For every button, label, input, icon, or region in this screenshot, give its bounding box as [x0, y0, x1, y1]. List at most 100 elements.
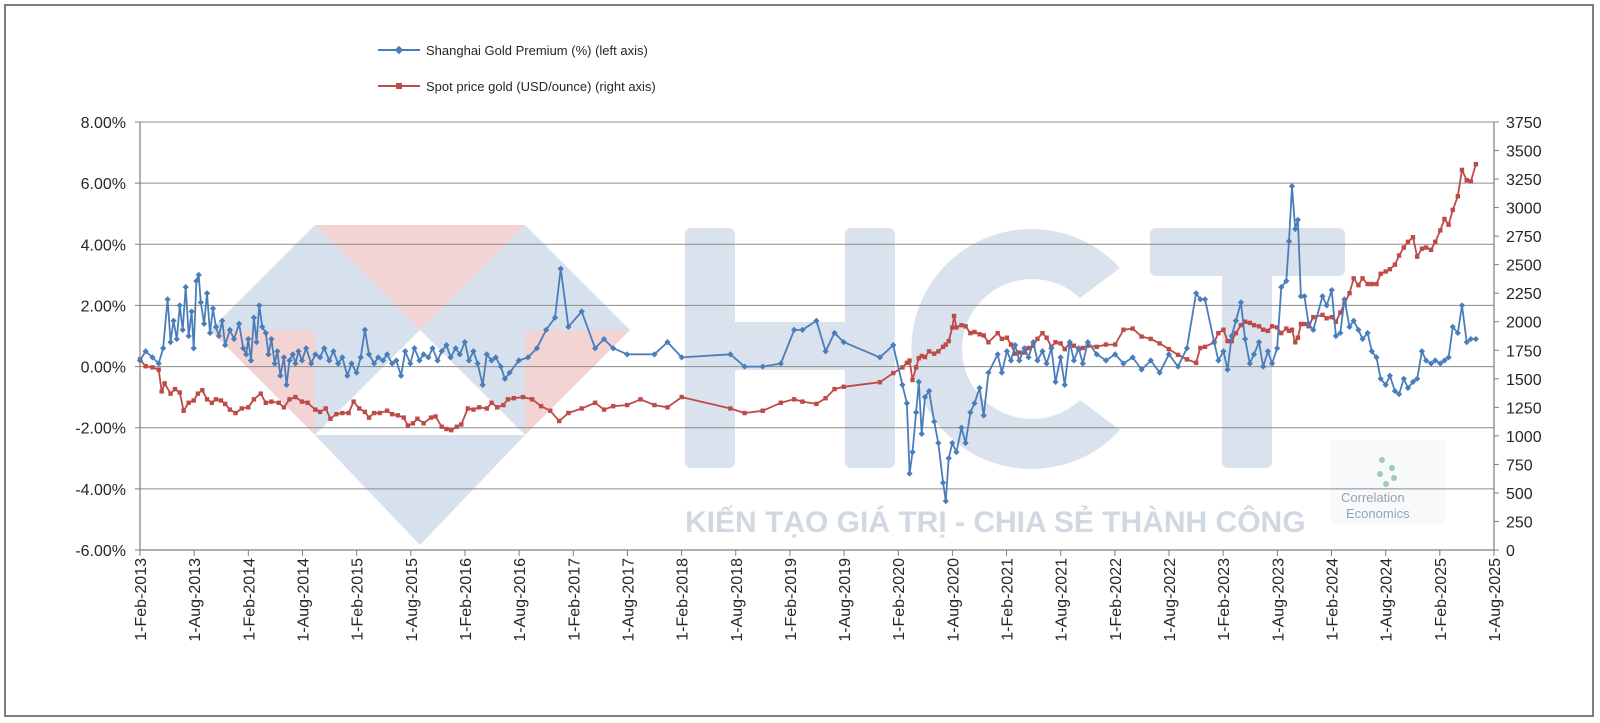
premium-point — [1377, 375, 1384, 382]
premium-point — [1138, 366, 1145, 373]
premium-point — [822, 348, 829, 355]
premium-point — [308, 360, 315, 367]
gridlines — [140, 121, 1494, 490]
premium-point — [1034, 357, 1041, 364]
x-tick-label: 1-Feb-2014 — [241, 558, 258, 641]
premium-point — [185, 332, 192, 340]
premium-point — [1432, 357, 1439, 364]
gold-point — [317, 409, 323, 415]
right-tick-label: 0 — [1506, 543, 1515, 560]
premium-point — [447, 354, 454, 361]
gold-point — [1438, 228, 1443, 233]
gold-point — [1396, 253, 1402, 258]
x-tick-label: 1-Aug-2020 — [945, 558, 962, 642]
premium-point — [1323, 302, 1330, 309]
gold-point — [778, 400, 784, 405]
gold-point — [760, 408, 765, 413]
premium-point — [1355, 326, 1362, 333]
gold-point — [832, 386, 837, 392]
premium-point — [1297, 293, 1304, 300]
x-tick-label: 1-Feb-2022 — [1108, 558, 1125, 641]
x-tick-label: 1-Aug-2015 — [404, 558, 421, 642]
x-tick-label: 1-Feb-2020 — [891, 558, 908, 641]
premium-point — [1224, 366, 1231, 373]
x-tick-label: 1-Aug-2019 — [837, 558, 854, 642]
gold-point — [959, 322, 964, 328]
premium-point — [1220, 348, 1227, 355]
premium-point — [286, 357, 293, 364]
premium-point — [1237, 299, 1245, 306]
premium-point — [1250, 351, 1258, 358]
gold-point — [981, 333, 986, 338]
gold-point — [1289, 327, 1295, 332]
premium-point — [1102, 357, 1110, 364]
gold-point — [1012, 351, 1018, 356]
gold-point — [1193, 360, 1199, 366]
gold-point — [1008, 342, 1014, 347]
gold-point — [1256, 324, 1262, 329]
right-tick-label: 2500 — [1506, 258, 1542, 275]
gold-point — [1351, 276, 1356, 281]
premium-point — [379, 357, 387, 364]
premium-point — [976, 384, 983, 392]
premium-point — [411, 345, 418, 352]
premium-point — [200, 320, 208, 327]
gold-point — [1333, 319, 1339, 324]
gold-point — [150, 365, 155, 370]
premium-point — [876, 354, 884, 361]
x-tick-label: 1-Aug-2013 — [187, 558, 204, 642]
premium-point — [1241, 335, 1249, 343]
gold-point — [910, 377, 915, 383]
gold-point — [1286, 328, 1292, 334]
gold-point — [276, 400, 282, 405]
premium-point — [393, 357, 400, 364]
gold-point — [401, 415, 406, 420]
gold-point — [946, 338, 951, 344]
gold-point — [922, 354, 928, 360]
premium-point — [945, 455, 952, 462]
premium-point — [1437, 360, 1444, 367]
gold-point — [410, 421, 416, 426]
premium-point — [1283, 277, 1290, 285]
x-tick-label: 1-Aug-2016 — [512, 558, 529, 642]
gold-point — [1247, 320, 1253, 326]
gold-point — [511, 396, 517, 401]
hct-watermark-logo: KIẾN TẠO GIÁ TRỊ - CHIA SẺ THÀNH CÔNG Co… — [210, 225, 1446, 545]
gold-point — [1026, 345, 1031, 351]
gold-point — [428, 415, 434, 420]
gold-point — [1365, 281, 1370, 287]
gold-point — [1320, 312, 1325, 318]
gold-point — [439, 424, 444, 429]
x-tick-label: 1-Feb-2018 — [675, 558, 692, 641]
premium-point — [1201, 296, 1209, 303]
gold-point — [357, 406, 362, 411]
left-tick-label: -6.00% — [75, 543, 126, 560]
gold-point — [191, 398, 196, 403]
premium-point — [1066, 339, 1073, 346]
gold-point — [638, 397, 643, 402]
gold-point — [204, 397, 210, 402]
gold-point — [1221, 327, 1226, 332]
premium-point — [1079, 360, 1086, 367]
gold-point — [209, 400, 214, 405]
legend-premium-label: Shanghai Gold Premium (%) (left axis) — [426, 43, 648, 58]
legend-gold-marker — [396, 83, 402, 89]
watermark-triangle-bottom — [315, 435, 525, 545]
premium-point — [397, 372, 405, 379]
gold-point — [239, 406, 244, 411]
gold-point — [548, 408, 553, 413]
gold-point — [213, 397, 219, 402]
gold-point — [1265, 328, 1271, 334]
gold-point — [841, 384, 846, 389]
premium-point — [271, 360, 278, 367]
premium-point — [361, 326, 368, 333]
premium-point — [326, 357, 333, 364]
premium-point — [283, 381, 290, 389]
gold-point — [444, 426, 449, 432]
premium-point — [176, 302, 183, 309]
gold-point — [395, 413, 401, 418]
gold-point — [1004, 335, 1010, 340]
gold-point — [926, 349, 932, 354]
premium-point — [1310, 326, 1317, 333]
gold-point — [299, 399, 305, 404]
